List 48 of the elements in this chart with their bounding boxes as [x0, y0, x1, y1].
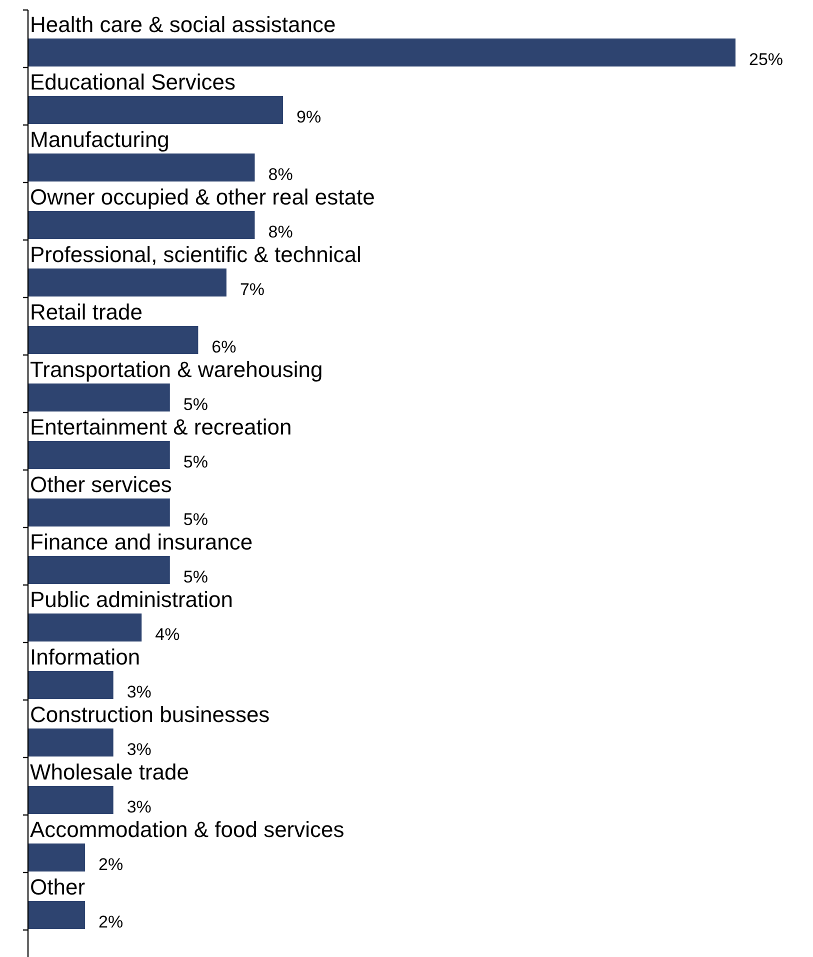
bar [28, 96, 284, 124]
data-label: 4% [155, 625, 180, 644]
y-tick-label: Educational Services [30, 70, 236, 94]
bar [28, 38, 736, 66]
data-label: 8% [268, 222, 293, 242]
bar [28, 154, 255, 182]
y-tick-label: Finance and insurance [30, 530, 253, 554]
y-tick-label: Public administration [30, 587, 233, 612]
bar [28, 326, 198, 354]
data-label: 2% [98, 912, 124, 932]
data-label: 8% [268, 165, 293, 184]
bar [28, 384, 170, 412]
data-label: 5% [183, 395, 208, 414]
y-tick-label: Health care & social assistance [30, 12, 336, 37]
data-label: 9% [296, 108, 322, 126]
y-tick-label: Accommodation & food services [30, 817, 344, 842]
data-label: 5% [183, 452, 208, 472]
data-label: 25% [749, 50, 784, 69]
y-tick-label: Retail trade [30, 300, 143, 324]
y-tick-label: Transportation & warehousing [30, 357, 323, 382]
data-label: 3% [126, 682, 152, 702]
data-label: 6% [212, 338, 236, 356]
bar [28, 728, 114, 756]
y-tick-label: Professional, scientific & technical [30, 242, 362, 267]
bar [28, 441, 170, 469]
y-tick-label: Other [30, 874, 86, 900]
y-tick-label: Information [30, 644, 140, 670]
bar [28, 786, 114, 814]
bar [28, 268, 226, 296]
y-tick-label: Construction businesses [30, 702, 270, 727]
data-label: 3% [126, 740, 152, 759]
y-tick-label: Owner occupied & other real estate [30, 184, 375, 210]
bar [28, 901, 86, 929]
data-label: 5% [183, 568, 208, 586]
y-tick-label: Wholesale trade [30, 760, 189, 784]
bar [28, 671, 114, 699]
y-tick-label: Other services [30, 472, 172, 497]
data-label: 7% [240, 280, 265, 299]
bar [28, 614, 142, 642]
data-label: 2% [98, 855, 124, 874]
bar [28, 556, 170, 584]
data-label: 5% [183, 510, 208, 529]
y-tick-label: Entertainment & recreation [30, 414, 292, 440]
y-tick-label: Manufacturing [30, 127, 170, 152]
bar [28, 498, 170, 526]
data-label: 3% [126, 798, 152, 816]
bar [28, 844, 86, 872]
bar [28, 211, 255, 239]
